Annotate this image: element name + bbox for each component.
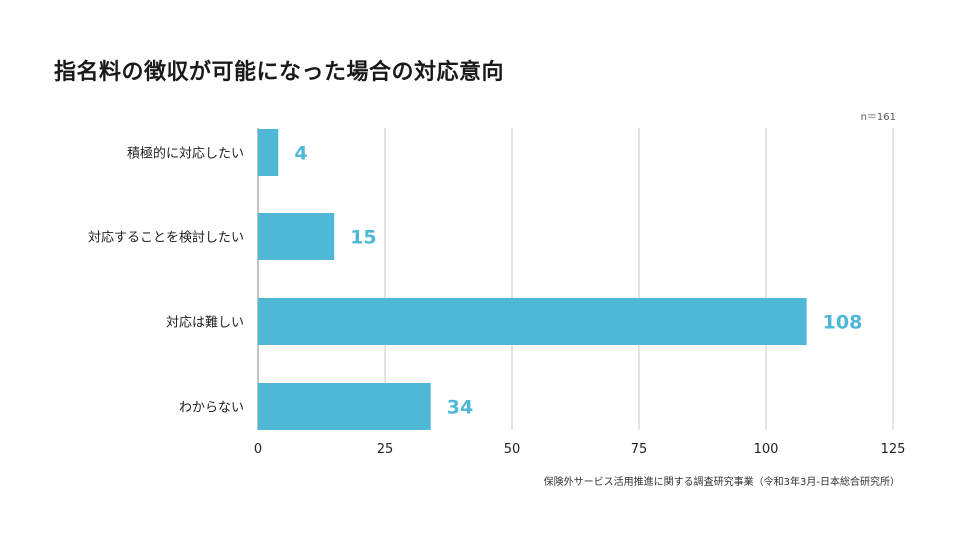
value-label: 4 [294, 143, 307, 165]
x-tick-label: 75 [631, 442, 648, 457]
category-label: 積極的に対応したい [127, 146, 244, 162]
category-label: 対応することを検討したい [88, 230, 244, 246]
value-label: 34 [447, 397, 473, 419]
bars [258, 129, 807, 430]
x-tick-label: 25 [377, 442, 394, 457]
bar [258, 298, 807, 345]
bar [258, 213, 335, 260]
bar [258, 129, 279, 176]
grid-lines [257, 128, 894, 430]
chart-title: 指名料の徴収が可能になった場合の対応意向 [54, 60, 505, 85]
value-label: 15 [350, 227, 376, 249]
sample-size-label: n＝161 [860, 112, 896, 123]
labels: 0 25 50 75 100 125 積極的に対応したい 4 対応することを検討したい 15 対応は… [88, 143, 905, 458]
x-tick-label: 125 [881, 442, 906, 457]
bar [258, 383, 431, 430]
value-label: 108 [823, 312, 863, 334]
x-tick-label: 0 [254, 442, 262, 457]
x-tick-label: 100 [754, 442, 779, 457]
category-label: わからない [179, 401, 244, 416]
category-label: 対応は難しい [166, 316, 244, 331]
source-note: 保険外サービス活用推進に関する調査研究事業（令和3年3月-日本総合研究所） [543, 477, 900, 488]
x-tick-label: 50 [504, 442, 521, 457]
